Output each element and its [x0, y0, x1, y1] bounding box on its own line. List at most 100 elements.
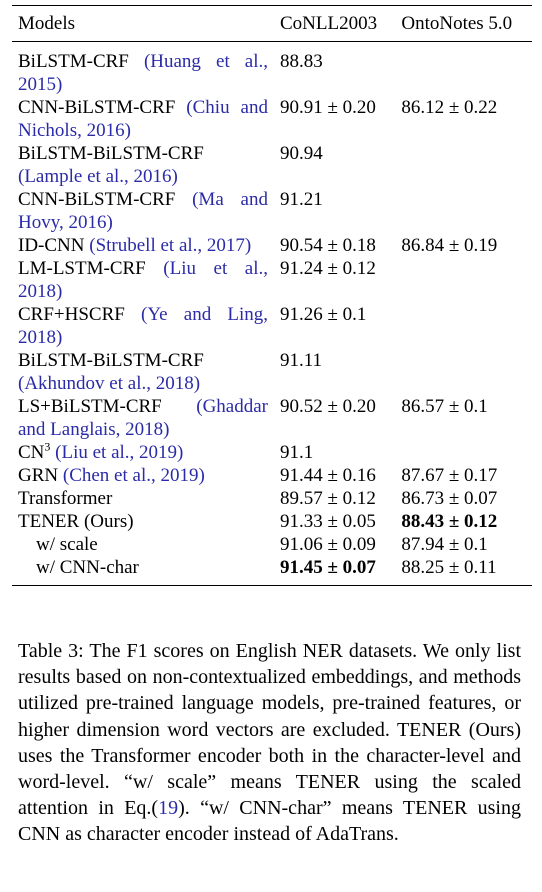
- model-name: Transformer: [18, 488, 113, 509]
- score: 91.21: [280, 189, 323, 210]
- model-name: w/ CNN-char: [36, 557, 139, 578]
- model-cell: TENER (Ours): [12, 510, 274, 533]
- model-name: BiLSTM-CRF: [18, 51, 129, 72]
- onto-cell: [395, 188, 532, 234]
- column-header: OntoNotes 5.0: [401, 13, 513, 34]
- citation[interactable]: (Ye and Ling, 2018): [18, 304, 268, 348]
- score: 88.43 ± 0.12: [401, 511, 498, 532]
- score: 88.83: [280, 51, 323, 72]
- model-name: LM-LSTM-CRF: [18, 258, 146, 279]
- conll-cell: 91.06 ± 0.09: [274, 533, 395, 556]
- citation[interactable]: (Ghaddar and Langlais, 2018): [18, 396, 268, 440]
- header-row: Models CoNLL2003 OntoNotes 5.0: [12, 5, 532, 42]
- score: 90.54 ± 0.18: [280, 235, 376, 256]
- table-row: BiLSTM-BiLSTM-CRF (Lample et al., 2016) 9…: [12, 142, 532, 188]
- model-name: GRN: [18, 465, 59, 486]
- citation[interactable]: (Chiu and Nichols, 2016): [18, 97, 268, 141]
- model-cell: Transformer: [12, 487, 274, 510]
- conll-cell: 89.57 ± 0.12: [274, 487, 395, 510]
- score: 86.57 ± 0.1: [401, 396, 488, 417]
- table-row: CNN-BiLSTM-CRF (Ma and Hovy, 2016) 91.21: [12, 188, 532, 234]
- model-cell: CRF+HSCRF (Ye and Ling, 2018): [12, 303, 274, 349]
- conll-cell: 90.52 ± 0.20: [274, 395, 395, 441]
- score: 91.26 ± 0.1: [280, 304, 367, 325]
- score: 87.67 ± 0.17: [401, 465, 498, 486]
- model-cell: ID-CNN (Strubell et al., 2017): [12, 234, 274, 257]
- table-row: BiLSTM-BiLSTM-CRF (Akhundov et al., 2018…: [12, 349, 532, 395]
- table-row: LM-LSTM-CRF (Liu et al., 2018) 91.24 ± 0.…: [12, 257, 532, 303]
- onto-cell: [395, 42, 532, 97]
- superscript: 3: [44, 439, 51, 454]
- model-cell: CNN-BiLSTM-CRF (Ma and Hovy, 2016): [12, 188, 274, 234]
- model-cell: w/ CNN-char: [12, 556, 274, 586]
- equation-ref[interactable]: 19: [158, 797, 179, 820]
- model-name: CNN-BiLSTM-CRF: [18, 189, 176, 210]
- caption-text: Table 3: The F1 scores on English NER da…: [18, 640, 521, 820]
- conll-cell: 91.1: [274, 441, 395, 464]
- model-name: LS+BiLSTM-CRF: [18, 396, 162, 417]
- column-header: CoNLL2003: [280, 13, 378, 34]
- conll-cell: 90.54 ± 0.18: [274, 234, 395, 257]
- model-cell: BiLSTM-BiLSTM-CRF (Akhundov et al., 2018…: [12, 349, 274, 395]
- table-row: ID-CNN (Strubell et al., 2017) 90.54 ± 0.…: [12, 234, 532, 257]
- onto-cell: 86.57 ± 0.1: [395, 395, 532, 441]
- score: 89.57 ± 0.12: [280, 488, 376, 509]
- model-cell: CNN-BiLSTM-CRF (Chiu and Nichols, 2016): [12, 96, 274, 142]
- citation[interactable]: (Lample et al., 2016): [18, 166, 178, 187]
- citation[interactable]: (Strubell et al., 2017): [89, 235, 252, 256]
- model-cell: LS+BiLSTM-CRF (Ghaddar and Langlais, 201…: [12, 395, 274, 441]
- citation[interactable]: (Akhundov et al., 2018): [18, 373, 201, 394]
- onto-cell: [395, 349, 532, 395]
- conll-cell: 91.33 ± 0.05: [274, 510, 395, 533]
- model-name: TENER (Ours): [18, 511, 134, 532]
- onto-cell: 87.67 ± 0.17: [395, 464, 532, 487]
- score: 90.94: [280, 143, 323, 164]
- citation[interactable]: (Huang et al., 2015): [18, 51, 269, 95]
- model-name: BiLSTM-BiLSTM-CRF: [18, 350, 204, 371]
- score: 87.94 ± 0.1: [401, 534, 488, 555]
- conll-cell: 90.94: [274, 142, 395, 188]
- onto-cell: [395, 142, 532, 188]
- table-row: w/ scale 91.06 ± 0.09 87.94 ± 0.1: [12, 533, 532, 556]
- caption: Table 3: The F1 scores on English NER da…: [18, 638, 521, 848]
- table-row: BiLSTM-CRF (Huang et al., 2015) 88.83: [12, 42, 532, 97]
- table-row: CN3 (Liu et al., 2019) 91.1: [12, 441, 532, 464]
- model-name: CNN-BiLSTM-CRF: [18, 97, 176, 118]
- score: 91.11: [280, 350, 323, 371]
- table-row: LS+BiLSTM-CRF (Ghaddar and Langlais, 201…: [12, 395, 532, 441]
- citation[interactable]: (Chen et al., 2019): [62, 465, 205, 486]
- conll-cell: 91.11: [274, 349, 395, 395]
- table-header: Models CoNLL2003 OntoNotes 5.0: [12, 5, 532, 42]
- conll-cell: 88.83: [274, 42, 395, 97]
- caption-text: ). “w/ CNN-char” means TENER using CNN a…: [18, 797, 521, 846]
- score: 86.12 ± 0.22: [401, 97, 498, 118]
- citation[interactable]: (Liu et al., 2019): [55, 442, 184, 463]
- onto-cell: 88.25 ± 0.11: [395, 556, 532, 586]
- conll-cell: 91.26 ± 0.1: [274, 303, 395, 349]
- table-row: CNN-BiLSTM-CRF (Chiu and Nichols, 2016) 9…: [12, 96, 532, 142]
- score: 88.25 ± 0.11: [401, 557, 497, 578]
- conll-cell: 91.21: [274, 188, 395, 234]
- model-cell: CN3 (Liu et al., 2019): [12, 441, 274, 464]
- onto-cell: [395, 257, 532, 303]
- model-name: CRF+HSCRF: [18, 304, 125, 325]
- onto-cell: 88.43 ± 0.12: [395, 510, 532, 533]
- citation[interactable]: (Ma and Hovy, 2016): [18, 189, 268, 233]
- score: 91.06 ± 0.09: [280, 534, 376, 555]
- score: 91.45 ± 0.07: [280, 557, 376, 578]
- table-row: w/ CNN-char 91.45 ± 0.07 88.25 ± 0.11: [12, 556, 532, 586]
- table-row: Transformer 89.57 ± 0.12 86.73 ± 0.07: [12, 487, 532, 510]
- model-cell: BiLSTM-BiLSTM-CRF (Lample et al., 2016): [12, 142, 274, 188]
- conll-cell: 91.24 ± 0.12: [274, 257, 395, 303]
- table-row: TENER (Ours) 91.33 ± 0.05 88.43 ± 0.12: [12, 510, 532, 533]
- score: 91.1: [280, 442, 314, 463]
- onto-cell: 86.73 ± 0.07: [395, 487, 532, 510]
- score: 90.52 ± 0.20: [280, 396, 376, 417]
- onto-cell: 86.12 ± 0.22: [395, 96, 532, 142]
- citation[interactable]: (Liu et al., 2018): [18, 258, 269, 302]
- score: 91.44 ± 0.16: [280, 465, 376, 486]
- model-name: BiLSTM-BiLSTM-CRF: [18, 143, 204, 164]
- score: 91.33 ± 0.05: [280, 511, 376, 532]
- onto-cell: [395, 303, 532, 349]
